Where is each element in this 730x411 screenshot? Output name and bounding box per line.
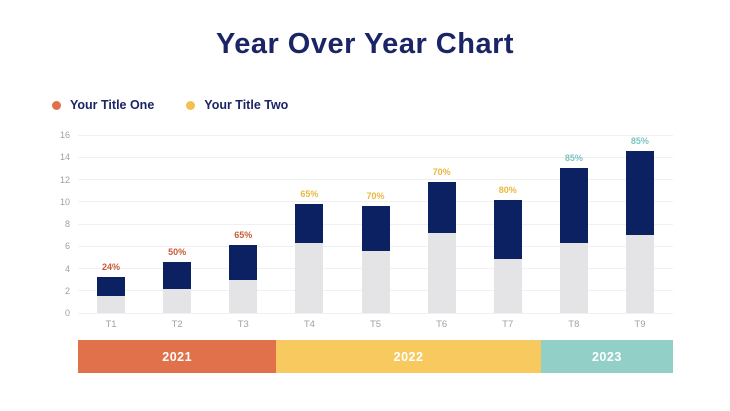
bar-value-label: 85% xyxy=(564,153,583,164)
y-axis-tick: 6 xyxy=(64,241,70,252)
plot-area: 24% 50% 65% 65% 70% 70% 80% 85% 85% xyxy=(78,134,673,314)
bar-segment-base xyxy=(295,242,324,313)
gridline xyxy=(78,156,673,158)
x-axis-label: T9 xyxy=(634,319,646,330)
bar-segment-growth xyxy=(97,277,126,297)
bar-segment-growth xyxy=(493,199,522,259)
year-band-2021: 2021 xyxy=(78,340,277,373)
bar-segment-growth xyxy=(295,203,324,243)
y-axis-tick: 16 xyxy=(59,130,70,140)
bar-segment-growth xyxy=(427,181,456,233)
bar-value-label: 80% xyxy=(498,184,517,195)
bar-segment-base xyxy=(559,242,588,313)
legend-item-two: Your Title Two xyxy=(186,98,288,112)
legend-item-one: Your Title One xyxy=(52,98,154,112)
year-band-2023: 2023 xyxy=(540,340,673,373)
bar-segment-base xyxy=(625,235,654,313)
x-axis-label: T4 xyxy=(303,319,315,330)
y-axis-tick: 12 xyxy=(59,174,70,185)
bar-value-label: 70% xyxy=(432,166,451,177)
y-axis-tick: 0 xyxy=(64,308,70,318)
y-axis-tick: 4 xyxy=(64,263,70,274)
bar-segment-base xyxy=(427,232,456,313)
bar-segment-growth xyxy=(229,245,258,280)
bar-value-label: 65% xyxy=(234,230,253,241)
x-axis-label: T2 xyxy=(171,319,183,330)
bar-segment-growth xyxy=(163,261,192,289)
bar-value-label: 70% xyxy=(366,191,385,202)
chart-legend: Your Title One Your Title Two xyxy=(52,98,288,112)
legend-dot-one-icon xyxy=(52,100,61,110)
legend-label-one: Your Title One xyxy=(70,98,155,112)
x-axis-label: T6 xyxy=(436,319,448,330)
page-title: Year Over Year Chart xyxy=(215,28,515,60)
bar-segment-base xyxy=(361,250,390,313)
bar-segment-base xyxy=(97,296,126,313)
x-axis-label: T1 xyxy=(105,319,117,330)
gridline xyxy=(78,201,673,203)
year-band-2022: 2022 xyxy=(276,340,541,373)
bar-value-label: 65% xyxy=(300,188,319,199)
bar-segment-base xyxy=(493,258,522,313)
y-axis-tick: 8 xyxy=(64,219,70,229)
bar-segment-growth xyxy=(625,150,654,236)
bar-value-label: 24% xyxy=(102,262,121,273)
x-axis-label: T7 xyxy=(502,319,514,330)
year-bands: 2021 2022 2023 xyxy=(78,340,673,373)
bar-segment-base xyxy=(163,288,192,313)
legend-label-two: Your Title Two xyxy=(204,98,289,112)
bar-segment-growth xyxy=(361,206,390,251)
y-axis-tick: 2 xyxy=(64,285,70,296)
legend-dot-two-icon xyxy=(186,100,196,110)
y-axis-tick: 14 xyxy=(59,152,70,163)
bar-segment-growth xyxy=(559,168,588,243)
x-axis-label: T8 xyxy=(568,319,580,330)
gridline xyxy=(78,312,673,314)
bar-value-label: 50% xyxy=(168,246,187,257)
gridline xyxy=(78,179,673,180)
x-axis-label: T3 xyxy=(237,319,249,330)
y-axis-tick: 10 xyxy=(59,196,70,207)
bar-segment-base xyxy=(229,279,258,313)
bar-value-label: 85% xyxy=(630,135,649,146)
gridline xyxy=(78,134,673,136)
x-axis-label: T5 xyxy=(369,319,382,330)
